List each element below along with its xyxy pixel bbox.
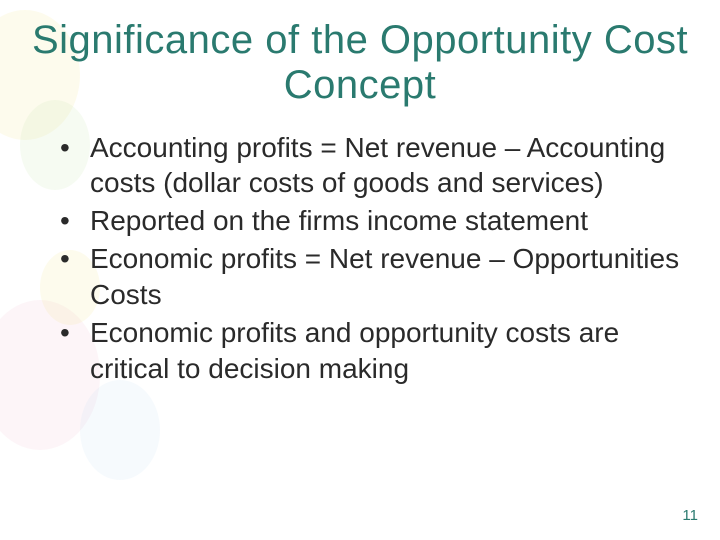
bullet-item: Accounting profits = Net revenue – Accou…	[60, 130, 680, 202]
bullet-item: Economic profits = Net revenue – Opportu…	[60, 241, 680, 313]
bullet-item: Economic profits and opportunity costs a…	[60, 315, 680, 387]
bullet-item: Reported on the firms income statement	[60, 203, 680, 239]
slide: Significance of the Opportunity Cost Con…	[0, 0, 720, 540]
slide-title: Significance of the Opportunity Cost Con…	[0, 0, 720, 108]
page-number: 11	[682, 507, 698, 524]
decor-blob	[80, 380, 160, 480]
bullet-list: Accounting profits = Net revenue – Accou…	[60, 130, 680, 387]
